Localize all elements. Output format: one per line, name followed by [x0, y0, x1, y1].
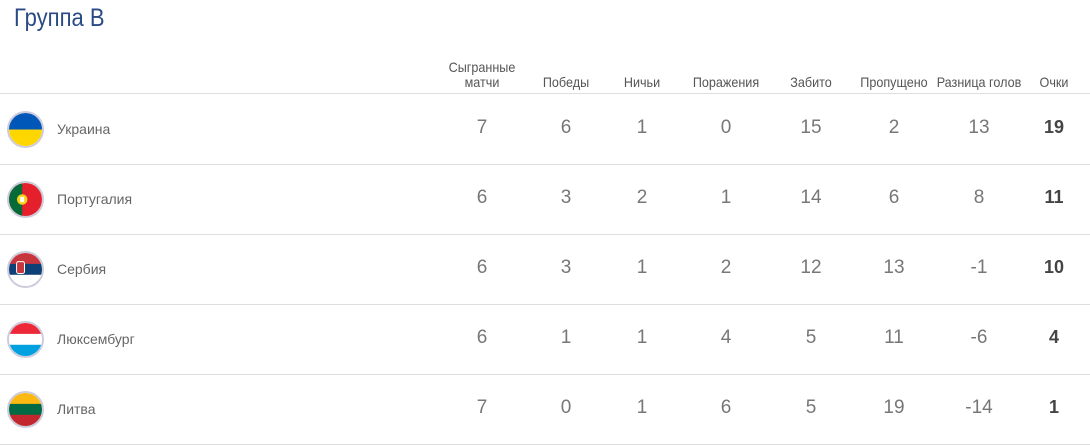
serbia-flag-icon: [7, 251, 44, 288]
stat-cell: 1: [636, 327, 648, 348]
team-name[interactable]: Сербия: [57, 261, 107, 277]
stat-cell: -14: [965, 397, 993, 418]
stat-cell: 11: [884, 327, 904, 348]
points-cell: 1: [1048, 397, 1059, 417]
stat-cell: 6: [476, 327, 488, 348]
column-header: Победы: [542, 74, 590, 90]
stat-cell: 2: [888, 117, 900, 138]
stat-cell: 4: [720, 327, 732, 348]
stat-cell: 0: [720, 117, 732, 138]
luxembourg-flag-icon: [7, 321, 44, 358]
points-cell: 10: [1043, 257, 1065, 277]
stat-cell: 15: [800, 117, 822, 138]
ukraine-flag-icon: [7, 111, 44, 148]
table-row[interactable]: Люксембург 6 1 1 4 5 11 -6 4: [0, 305, 1090, 375]
stat-cell: 12: [800, 257, 822, 278]
stat-cell: 13: [968, 117, 990, 138]
column-header: Поражения: [692, 74, 760, 90]
team-name[interactable]: Португалия: [57, 191, 133, 207]
stat-cell: 2: [720, 257, 732, 278]
stat-cell: 3: [560, 257, 572, 278]
stat-cell: 6: [476, 187, 488, 208]
stat-cell: 14: [800, 187, 822, 208]
lithuania-flag-icon: [7, 391, 44, 428]
team-name[interactable]: Украина: [57, 121, 111, 137]
column-header: Разница голов: [936, 74, 1022, 90]
stat-cell: 6: [720, 397, 732, 418]
stat-cell: 5: [805, 327, 817, 348]
column-header: Сыгранные матчи: [448, 59, 516, 90]
stat-cell: 0: [560, 397, 572, 418]
group-title: Группа B: [14, 4, 105, 32]
portugal-flag-icon: [7, 181, 44, 218]
stat-cell: 19: [883, 397, 905, 418]
stat-cell: 1: [636, 397, 648, 418]
stat-cell: 6: [560, 117, 572, 138]
points-cell: 11: [1044, 187, 1064, 207]
stat-cell: 3: [560, 187, 572, 208]
stat-cell: 1: [560, 327, 572, 348]
column-header: Очки: [1039, 74, 1069, 90]
table-header: Сыгранные матчи Победы Ничьи Поражения Забит…: [0, 52, 1090, 94]
stat-cell: 1: [636, 257, 648, 278]
table-row[interactable]: Украина 7 6 1 0 15 2 13 19: [0, 95, 1090, 165]
table-row[interactable]: Сербия 6 3 1 2 12 13 -1 10: [0, 235, 1090, 305]
team-name[interactable]: Литва: [57, 401, 96, 417]
table-row[interactable]: Португалия 6 3 2 1 14 6 8 11: [0, 165, 1090, 235]
stat-cell: 1: [720, 187, 732, 208]
column-header: Пропущено: [860, 74, 928, 90]
stat-cell: 2: [636, 187, 648, 208]
stat-cell: 8: [973, 187, 985, 208]
stat-cell: 1: [636, 117, 648, 138]
column-header: Ничьи: [623, 74, 661, 90]
points-cell: 4: [1048, 327, 1059, 347]
stat-cell: 6: [476, 257, 488, 278]
stat-cell: -6: [970, 327, 988, 348]
stat-cell: 7: [476, 117, 488, 138]
stat-cell: 7: [476, 397, 488, 418]
stat-cell: 5: [805, 397, 817, 418]
points-cell: 19: [1043, 117, 1065, 137]
stat-cell: 6: [888, 187, 900, 208]
column-header: Забито: [790, 74, 832, 90]
table-row[interactable]: Литва 7 0 1 6 5 19 -14 1: [0, 375, 1090, 445]
stat-cell: -1: [970, 257, 988, 278]
team-name[interactable]: Люксембург: [57, 331, 135, 347]
stat-cell: 13: [883, 257, 905, 278]
